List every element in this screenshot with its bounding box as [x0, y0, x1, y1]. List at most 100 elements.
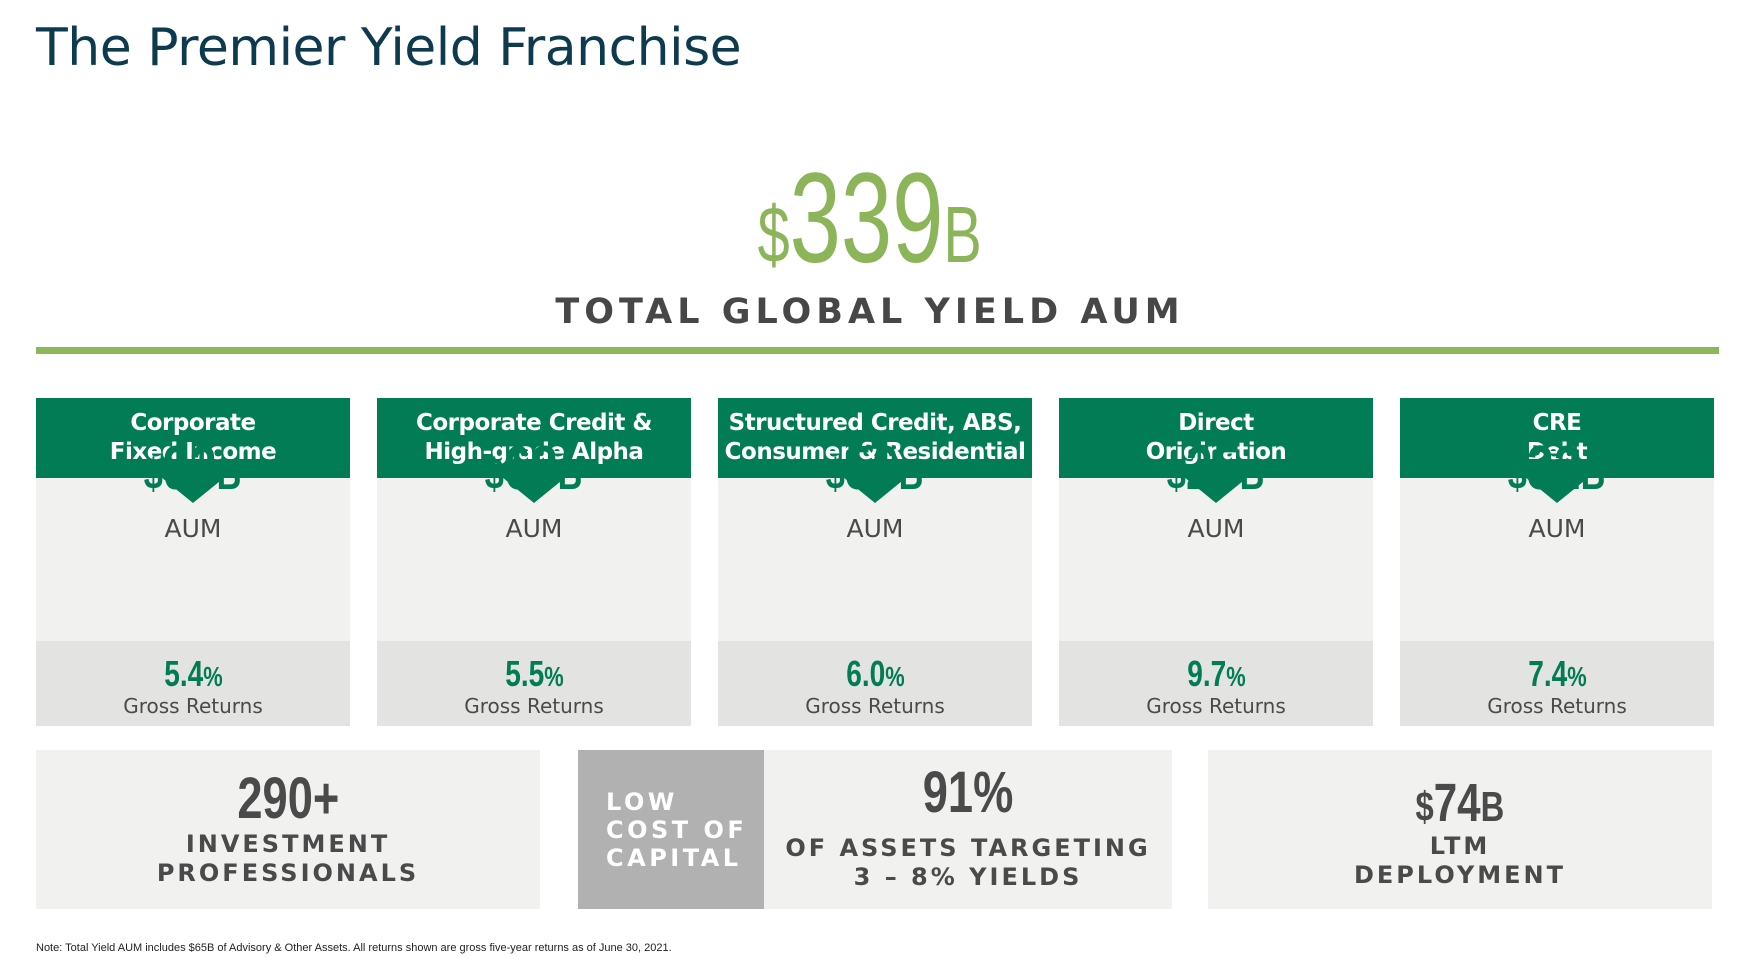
- aum-currency: $: [1167, 450, 1187, 499]
- aum-number: 68: [504, 434, 559, 503]
- aum-number: 93: [163, 434, 218, 503]
- card-title: CRE Debt: [1526, 410, 1588, 465]
- card-pointer: [1525, 477, 1589, 503]
- card-title: Direct Origination: [1145, 410, 1287, 465]
- aum-suffix: B: [217, 450, 242, 499]
- aum-number: 56: [845, 434, 900, 503]
- aum-currency: $: [1508, 450, 1528, 499]
- card-title: Corporate Credit & High-grade Alpha: [416, 410, 652, 465]
- card-aum-value: $25B: [1059, 438, 1373, 500]
- hero-currency: $: [757, 190, 790, 279]
- card-pointer: [1184, 477, 1248, 503]
- aum-number: 25: [1186, 434, 1241, 503]
- card-aum-panel: [36, 478, 350, 641]
- stat-label: OF ASSETS TARGETING 3 – 8% YIELDS: [785, 834, 1151, 891]
- card-return-value: 5.5%: [377, 656, 691, 692]
- card-aum-value: $32B: [1400, 438, 1714, 500]
- stat-label: LTM DEPLOYMENT: [1353, 832, 1566, 889]
- deployment-suffix: B: [1480, 783, 1505, 830]
- aum-currency: $: [826, 450, 846, 499]
- card-return-label: Gross Returns: [1487, 694, 1627, 718]
- card-aum-panel: [1059, 478, 1373, 641]
- strategy-card: Direct Origination $25B AUM 9.7% Gross R…: [1059, 398, 1373, 726]
- stat-value: 290+: [36, 770, 540, 828]
- hero-value: $339B: [758, 155, 982, 283]
- card-header: Corporate Credit & High-grade Alpha: [377, 398, 691, 478]
- card-return-label: Gross Returns: [1146, 694, 1286, 718]
- card-aum-label: AUM: [846, 514, 904, 543]
- card-aum-value: $68B: [377, 438, 691, 500]
- strategy-card: CRE Debt $32B AUM 7.4% Gross Returns: [1400, 398, 1714, 726]
- card-aum-label: AUM: [1528, 514, 1586, 543]
- footnote: Note: Total Yield AUM includes $65B of A…: [36, 942, 672, 954]
- strategy-card: Corporate Fixed Income $93B AUM 5.4% Gro…: [36, 398, 350, 726]
- card-aum-panel: [377, 478, 691, 641]
- card-aum-value: $93B: [36, 438, 350, 500]
- stat-investment-professionals: 290+ INVESTMENT PROFESSIONALS: [36, 750, 540, 909]
- return-number: 9.7: [1186, 653, 1226, 694]
- card-header: Structured Credit, ABS, Consumer & Resid…: [718, 398, 1032, 478]
- low-cost-of-capital-badge: LOW COST OF CAPITAL: [578, 750, 764, 909]
- stat-value: 91%: [764, 764, 1172, 822]
- low-cost-label: LOW COST OF CAPITAL: [606, 788, 748, 872]
- hero-number: 339: [789, 147, 944, 290]
- card-return-value: 7.4%: [1400, 656, 1714, 692]
- card-aum-panel: [1400, 478, 1714, 641]
- aum-suffix: B: [1240, 450, 1265, 499]
- professionals-value: 290+: [237, 766, 339, 831]
- card-header: CRE Debt: [1400, 398, 1714, 478]
- card-title: Corporate Fixed Income: [109, 410, 277, 465]
- page-title: The Premier Yield Franchise: [36, 18, 742, 78]
- card-aum-label: AUM: [1187, 514, 1245, 543]
- card-return-panel: [36, 641, 350, 726]
- return-suffix: %: [1566, 661, 1587, 692]
- deployment-number: 74: [1433, 773, 1481, 833]
- return-number: 5.4: [163, 653, 203, 694]
- card-return-panel: [1059, 641, 1373, 726]
- card-return-value: 9.7%: [1059, 656, 1373, 692]
- card-aum-panel: [718, 478, 1032, 641]
- hero-label: TOTAL GLOBAL YIELD AUM: [555, 292, 1185, 332]
- deployment-currency: $: [1415, 783, 1434, 830]
- card-return-label: Gross Returns: [464, 694, 604, 718]
- hero-suffix: B: [943, 190, 983, 279]
- hero-total-aum: $339B: [0, 155, 1740, 283]
- return-suffix: %: [1225, 661, 1246, 692]
- assets-value: 91%: [922, 760, 1014, 825]
- card-return-label: Gross Returns: [805, 694, 945, 718]
- return-number: 6.0: [845, 653, 885, 694]
- card-return-panel: [718, 641, 1032, 726]
- return-suffix: %: [884, 661, 905, 692]
- stat-value: $74B: [1208, 776, 1712, 830]
- strategy-card: Corporate Credit & High-grade Alpha $68B…: [377, 398, 691, 726]
- return-suffix: %: [543, 661, 564, 692]
- aum-suffix: B: [1581, 450, 1606, 499]
- card-return-panel: [1400, 641, 1714, 726]
- stat-label: INVESTMENT PROFESSIONALS: [156, 830, 420, 887]
- stat-ltm-deployment: $74B LTM DEPLOYMENT: [1208, 750, 1712, 909]
- aum-currency: $: [144, 450, 164, 499]
- card-return-value: 6.0%: [718, 656, 1032, 692]
- return-suffix: %: [202, 661, 223, 692]
- aum-suffix: B: [558, 450, 583, 499]
- card-return-label: Gross Returns: [123, 694, 263, 718]
- aum-number: 32: [1527, 434, 1582, 503]
- aum-suffix: B: [899, 450, 924, 499]
- card-return-panel: [377, 641, 691, 726]
- divider-rule: [36, 347, 1719, 354]
- card-aum-value: $56B: [718, 438, 1032, 500]
- card-header: Corporate Fixed Income: [36, 398, 350, 478]
- stat-assets-targeting: 91% OF ASSETS TARGETING 3 – 8% YIELDS: [764, 750, 1172, 909]
- card-title: Structured Credit, ABS, Consumer & Resid…: [724, 410, 1026, 465]
- card-aum-label: AUM: [164, 514, 222, 543]
- card-header: Direct Origination: [1059, 398, 1373, 478]
- aum-currency: $: [485, 450, 505, 499]
- return-number: 7.4: [1527, 653, 1567, 694]
- card-return-value: 5.4%: [36, 656, 350, 692]
- card-pointer: [843, 477, 907, 503]
- card-aum-label: AUM: [505, 514, 563, 543]
- card-pointer: [161, 477, 225, 503]
- card-pointer: [502, 477, 566, 503]
- strategy-card: Structured Credit, ABS, Consumer & Resid…: [718, 398, 1032, 726]
- return-number: 5.5: [504, 653, 544, 694]
